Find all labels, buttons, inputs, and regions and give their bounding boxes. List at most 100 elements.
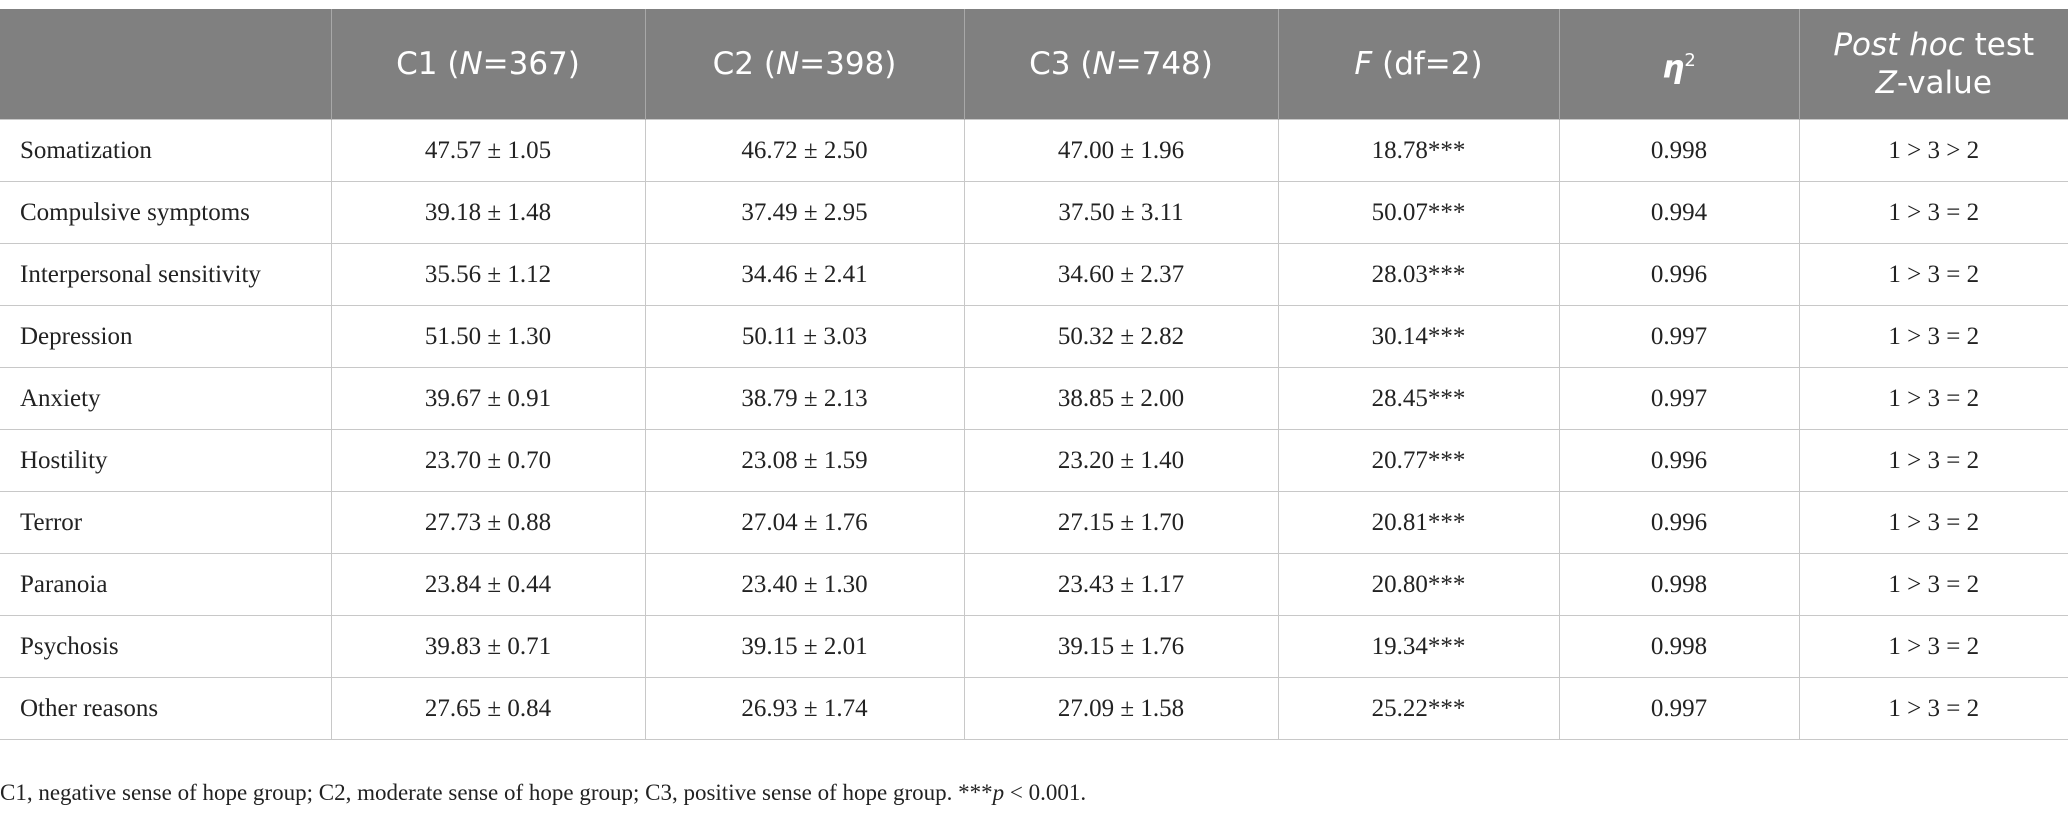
table-cell: 38.85 ± 2.00 <box>963 367 1279 430</box>
table-cell: 39.15 ± 1.76 <box>963 615 1279 678</box>
table-cell: 0.998 <box>1558 615 1800 678</box>
header-row: C1 (N=367) C2 (N=398) C3 (N=748) F (df=2) η2… <box>0 9 2068 120</box>
row-label: Terror <box>0 491 332 554</box>
header-cell: Post hoc test Z-value <box>1798 9 2068 120</box>
footnote: C1, negative sense of hope group; C2, mo… <box>0 780 1086 806</box>
table-cell: 23.40 ± 1.30 <box>644 553 965 616</box>
table-cell: 0.998 <box>1558 119 1800 182</box>
table-row: Paranoia 23.84 ± 0.44 23.40 ± 1.30 23.43 ± … <box>0 553 2068 616</box>
text-run: =367) <box>482 46 580 82</box>
header-line: C3 (N=748) <box>965 45 1278 83</box>
table-cell: 25.22*** <box>1277 677 1560 740</box>
table-cell: 1 > 3 = 2 <box>1798 305 2068 368</box>
table-cell: 20.81*** <box>1277 491 1560 554</box>
table-row: Other reasons 27.65 ± 0.84 26.93 ± 1.74 27.… <box>0 677 2068 740</box>
header-line: F (df=2) <box>1279 45 1559 83</box>
row-label: Hostility <box>0 429 332 492</box>
table-cell: 20.80*** <box>1277 553 1560 616</box>
table-cell: 28.45*** <box>1277 367 1560 430</box>
table-cell: 0.994 <box>1558 181 1800 244</box>
header-cell: C3 (N=748) <box>963 9 1278 120</box>
table-cell: 1 > 3 = 2 <box>1798 677 2068 740</box>
table-cell: 23.84 ± 0.44 <box>330 553 646 616</box>
table-row: Anxiety 39.67 ± 0.91 38.79 ± 2.13 38.85 ± 2… <box>0 367 2068 430</box>
table-cell: 0.996 <box>1558 243 1800 306</box>
table-cell: 47.57 ± 1.05 <box>330 119 646 182</box>
table-cell: 35.56 ± 1.12 <box>330 243 646 306</box>
text-run: 2 <box>1684 49 1696 71</box>
text-run: (df=2) <box>1372 46 1483 82</box>
text-run: C2 ( <box>712 46 776 82</box>
table-cell: 0.996 <box>1558 491 1800 554</box>
text-run: N <box>459 46 483 82</box>
table-cell: 0.997 <box>1558 367 1800 430</box>
table-row: Compulsive symptoms 39.18 ± 1.48 37.49 ± 2… <box>0 181 2068 244</box>
text-run: N <box>1092 46 1116 82</box>
header-cell: F (df=2) <box>1277 9 1559 120</box>
table-cell: 1 > 3 > 2 <box>1798 119 2068 182</box>
table-cell: 34.60 ± 2.37 <box>963 243 1279 306</box>
header-line: Post hoc test <box>1800 26 2068 64</box>
table-cell: 30.14*** <box>1277 305 1560 368</box>
row-label: Paranoia <box>0 553 332 616</box>
data-table: C1 (N=367) C2 (N=398) C3 (N=748) F (df=2) η2… <box>0 9 2068 740</box>
table-cell: 23.70 ± 0.70 <box>330 429 646 492</box>
table-cell: 27.15 ± 1.70 <box>963 491 1279 554</box>
table-cell: 39.15 ± 2.01 <box>644 615 965 678</box>
table-cell: 0.997 <box>1558 305 1800 368</box>
table-cell: 39.18 ± 1.48 <box>330 181 646 244</box>
header-line: Z-value <box>1800 64 2068 102</box>
text-run: C1 ( <box>396 46 460 82</box>
table-cell: 1 > 3 = 2 <box>1798 491 2068 554</box>
text-run: N <box>775 46 800 82</box>
table-cell: 23.08 ± 1.59 <box>644 429 965 492</box>
row-label: Compulsive symptoms <box>0 181 332 244</box>
table-cell: 23.43 ± 1.17 <box>963 553 1279 616</box>
table-cell: 51.50 ± 1.30 <box>330 305 646 368</box>
text-run: Z <box>1875 65 1897 101</box>
table-cell: 37.50 ± 3.11 <box>963 181 1279 244</box>
text-run: C1, negative sense of hope group; C2, mo… <box>0 780 993 805</box>
table-cell: 27.65 ± 0.84 <box>330 677 646 740</box>
header-cell: η2 <box>1558 9 1799 120</box>
table-cell: 1 > 3 = 2 <box>1798 243 2068 306</box>
table-cell: 37.49 ± 2.95 <box>644 181 965 244</box>
table-row: Interpersonal sensitivity 35.56 ± 1.12 34.… <box>0 243 2068 306</box>
table-row: Terror 27.73 ± 0.88 27.04 ± 1.76 27.15 ± 1.… <box>0 491 2068 554</box>
table-cell: 50.32 ± 2.82 <box>963 305 1279 368</box>
row-label: Interpersonal sensitivity <box>0 243 332 306</box>
table-row: Depression 51.50 ± 1.30 50.11 ± 3.03 50.32 … <box>0 305 2068 368</box>
text-run: p <box>992 780 1005 805</box>
table-cell: 46.72 ± 2.50 <box>644 119 965 182</box>
table-cell: 18.78*** <box>1277 119 1560 182</box>
table-cell: 0.996 <box>1558 429 1800 492</box>
header-line: η2 <box>1560 42 1799 86</box>
table-cell: 47.00 ± 1.96 <box>963 119 1279 182</box>
row-label: Psychosis <box>0 615 332 678</box>
table-cell: 34.46 ± 2.41 <box>644 243 965 306</box>
table-cell: 39.83 ± 0.71 <box>330 615 646 678</box>
text-run: η <box>1662 49 1685 86</box>
table-cell: 50.11 ± 3.03 <box>644 305 965 368</box>
table-cell: 26.93 ± 1.74 <box>644 677 965 740</box>
table-cell: 27.09 ± 1.58 <box>963 677 1279 740</box>
table-cell: 0.997 <box>1558 677 1800 740</box>
header-line: C1 (N=367) <box>332 45 645 83</box>
table-cell: 1 > 3 = 2 <box>1798 181 2068 244</box>
table-cell: 23.20 ± 1.40 <box>963 429 1279 492</box>
table-body: Somatization 47.57 ± 1.05 46.72 ± 2.50 47.0… <box>0 119 2068 740</box>
table-row: Psychosis 39.83 ± 0.71 39.15 ± 2.01 39.15 ±… <box>0 615 2068 678</box>
text-run: =398) <box>799 46 897 82</box>
row-label: Anxiety <box>0 367 332 430</box>
header-cell: C1 (N=367) <box>330 9 645 120</box>
table-cell: 20.77*** <box>1277 429 1560 492</box>
table-cell: 50.07*** <box>1277 181 1560 244</box>
table-cell: 1 > 3 = 2 <box>1798 429 2068 492</box>
table-cell: 0.998 <box>1558 553 1800 616</box>
table-cell: 39.67 ± 0.91 <box>330 367 646 430</box>
table-row: Somatization 47.57 ± 1.05 46.72 ± 2.50 47.0… <box>0 119 2068 182</box>
table-cell: 38.79 ± 2.13 <box>644 367 965 430</box>
row-label: Other reasons <box>0 677 332 740</box>
text-run: C3 ( <box>1029 46 1093 82</box>
table-cell: 19.34*** <box>1277 615 1560 678</box>
